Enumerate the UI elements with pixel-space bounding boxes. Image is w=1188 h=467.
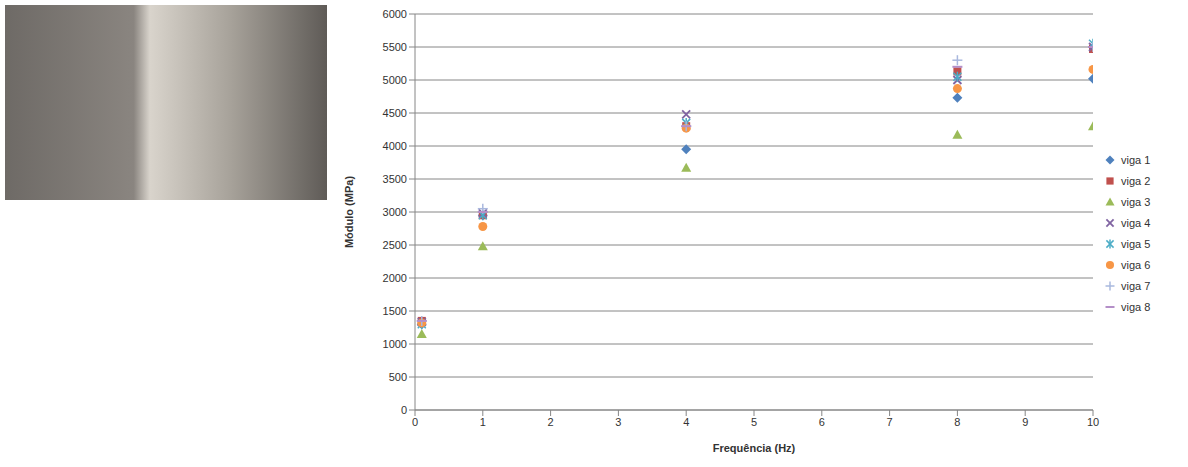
html-text:viga 1: viga 1 bbox=[1121, 153, 1151, 166]
svg-text:3500: 3500 bbox=[383, 173, 407, 185]
svg-text:6000: 6000 bbox=[383, 8, 407, 20]
svg-text:5000: 5000 bbox=[383, 74, 407, 86]
svg-text:6: 6 bbox=[819, 416, 825, 428]
html-text:viga 7: viga 7 bbox=[1121, 279, 1151, 292]
html-text:viga 2: viga 2 bbox=[1121, 174, 1151, 187]
svg-text:2000: 2000 bbox=[383, 272, 407, 284]
svg-text:5: 5 bbox=[751, 416, 757, 428]
svg-text:10: 10 bbox=[1087, 416, 1099, 428]
svg-text:1500: 1500 bbox=[383, 305, 407, 317]
html-text:viga 5: viga 5 bbox=[1121, 237, 1151, 250]
svg-text:3000: 3000 bbox=[383, 206, 407, 218]
svg-text:0: 0 bbox=[401, 404, 407, 416]
svg-text:Frequência (Hz): Frequência (Hz) bbox=[713, 442, 796, 454]
svg-text:4000: 4000 bbox=[383, 140, 407, 152]
svg-text:Módulo (MPa): Módulo (MPa) bbox=[343, 176, 355, 248]
svg-text:5500: 5500 bbox=[383, 41, 407, 53]
svg-text:9: 9 bbox=[1022, 416, 1028, 428]
svg-text:2500: 2500 bbox=[383, 239, 407, 251]
svg-text:2: 2 bbox=[548, 416, 554, 428]
svg-text:500: 500 bbox=[389, 371, 407, 383]
svg-text:7: 7 bbox=[887, 416, 893, 428]
svg-text:1: 1 bbox=[480, 416, 486, 428]
html-text:viga 6: viga 6 bbox=[1121, 258, 1151, 271]
html-text:viga 4: viga 4 bbox=[1121, 216, 1151, 229]
svg-text:4: 4 bbox=[683, 416, 689, 428]
svg-text:1000: 1000 bbox=[383, 338, 407, 350]
html-text:viga 3: viga 3 bbox=[1121, 195, 1151, 208]
svg-text:8: 8 bbox=[954, 416, 960, 428]
svg-text:4500: 4500 bbox=[383, 107, 407, 119]
svg-text:3: 3 bbox=[615, 416, 621, 428]
svg-text:0: 0 bbox=[412, 416, 418, 428]
html-text:viga 8: viga 8 bbox=[1121, 300, 1151, 313]
